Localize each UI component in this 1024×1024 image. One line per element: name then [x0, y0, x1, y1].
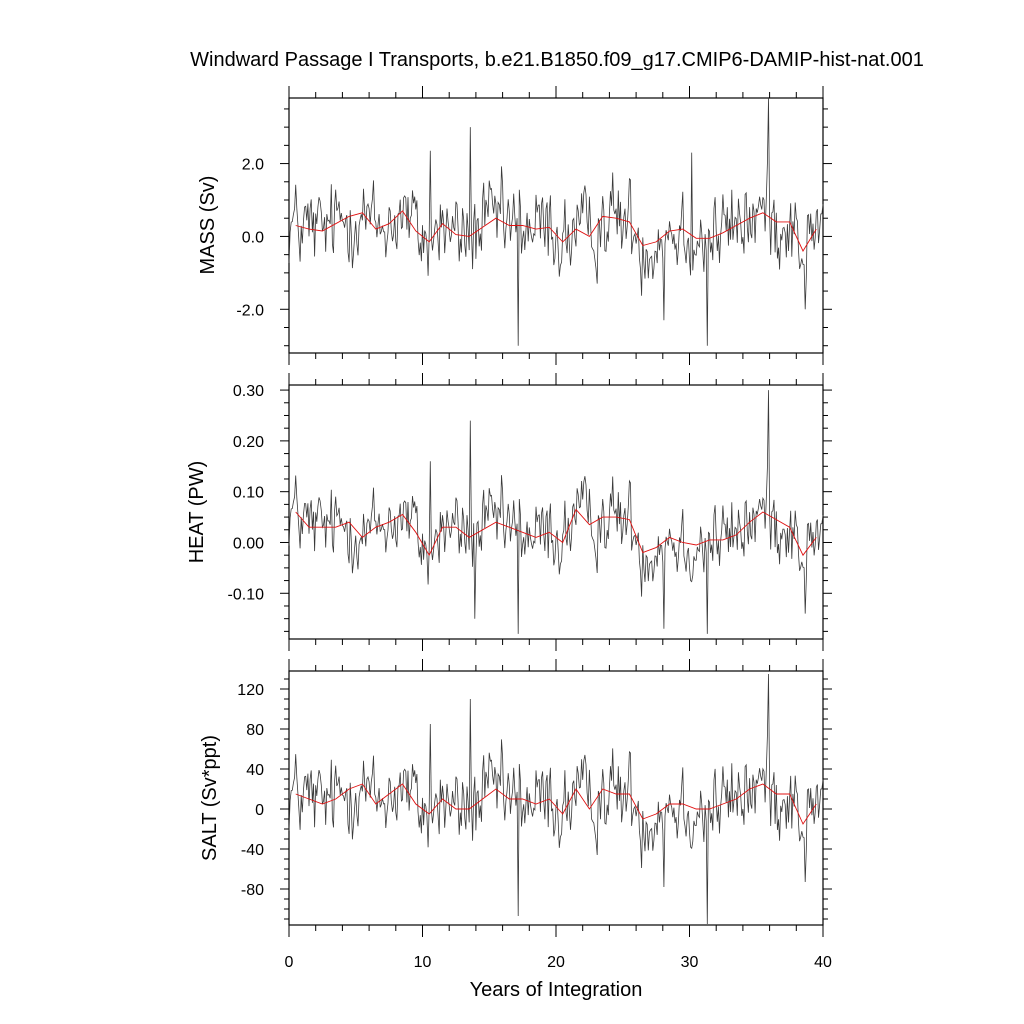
- monthly-series-heat: [288, 390, 824, 634]
- x-tick-label: 10: [414, 954, 432, 971]
- plot-frame-heat: [288, 384, 824, 640]
- y-tick-label: 0.0: [242, 229, 264, 246]
- y-axis-label-mass: MASS (Sv): [197, 176, 219, 275]
- x-tick-label: 30: [681, 954, 699, 971]
- y-tick-label: 0.00: [233, 535, 264, 552]
- chart-title: Windward Passage I Transports, b.e21.B18…: [190, 49, 924, 71]
- y-tick-label: 0.20: [233, 434, 264, 451]
- annual-mean-heat: [295, 508, 817, 557]
- y-tick-label: 0.30: [233, 383, 264, 400]
- plot-frame-salt: [288, 670, 824, 926]
- y-axis-label-heat: HEAT (PW): [186, 461, 208, 564]
- x-tick-label: 40: [814, 954, 832, 971]
- y-tick-label: 80: [246, 722, 264, 739]
- panel-salt: -80 -40 0 40 80 120 0 10 20 30 40 SALT (Sv*ppt): [199, 659, 832, 971]
- y-ticks-mass: -2.0 0.0 2.0: [236, 108, 832, 347]
- x-ticks-salt: 0 10 20 30 40: [285, 659, 832, 971]
- y-tick-label: 0.10: [233, 485, 264, 502]
- x-ticks-heat: [288, 373, 824, 651]
- x-tick-label: 20: [547, 954, 565, 971]
- y-tick-label: -40: [241, 842, 264, 859]
- y-ticks-heat: -0.10 0.00 0.10 0.20 0.30: [228, 383, 832, 632]
- y-axis-label-salt: SALT (Sv*ppt): [199, 735, 221, 861]
- y-tick-label: 40: [246, 762, 264, 779]
- annual-mean-mass: [295, 210, 817, 252]
- y-tick-label: -0.10: [228, 586, 265, 603]
- annual-mean-salt: [295, 783, 817, 825]
- monthly-series-salt: [288, 673, 824, 925]
- y-tick-label: 120: [237, 682, 264, 699]
- y-tick-label: 2.0: [242, 157, 264, 174]
- y-tick-label: -80: [241, 882, 264, 899]
- y-ticks-salt: -80 -40 0 40 80 120: [237, 678, 832, 920]
- y-tick-label: -2.0: [236, 302, 264, 319]
- x-ticks-mass: [288, 86, 824, 365]
- x-tick-label: 0: [285, 954, 294, 971]
- plot-frame-mass: [288, 97, 824, 354]
- y-tick-label: 0: [255, 802, 264, 819]
- panel-mass: -2.0 0.0 2.0 MASS (Sv): [197, 86, 832, 365]
- x-axis-label: Years of Integration: [470, 979, 643, 1001]
- panel-heat: -0.10 0.00 0.10 0.20 0.30 HEAT (PW): [186, 373, 832, 651]
